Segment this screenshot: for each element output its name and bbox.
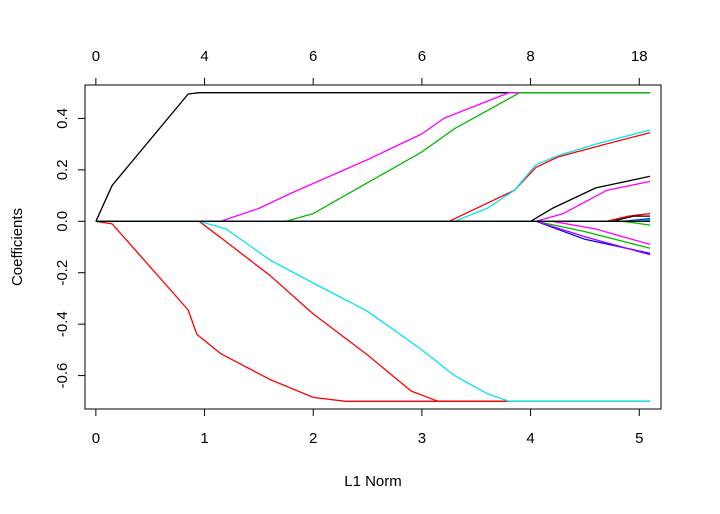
series-layer <box>95 92 651 402</box>
y-tick-label: 0.0 <box>54 211 71 232</box>
series-line-2 <box>95 92 651 222</box>
top-tick-label: 4 <box>200 48 208 65</box>
top-tick-label: 6 <box>418 48 426 65</box>
x-tick-label: 3 <box>418 430 426 447</box>
y-tick-label: -0.2 <box>54 260 71 286</box>
series-line-16 <box>95 215 651 222</box>
x-tick-label: 1 <box>200 430 208 447</box>
top-tick-label: 8 <box>526 48 534 65</box>
series-line-0 <box>95 92 651 222</box>
top-tick-label: 6 <box>309 48 317 65</box>
y-tick-label: 0.2 <box>54 159 71 180</box>
x-tick-label: 2 <box>309 430 317 447</box>
x-tick-label: 4 <box>526 430 534 447</box>
x-axis-title: L1 Norm <box>344 473 402 490</box>
axis-layer: 0 1 2 3 4 5 0 4 6 6 8 18 -0.6 -0.4 -0.2 0.0 0.2 0.4 <box>54 48 648 447</box>
series-line-5 <box>95 220 651 402</box>
series-line-10 <box>95 220 651 249</box>
plot-frame <box>84 84 662 410</box>
top-tick-label: 18 <box>631 48 648 65</box>
top-tick-label: 0 <box>92 48 100 65</box>
y-tick-label: -0.4 <box>54 311 71 337</box>
series-line-12 <box>95 220 651 256</box>
series-line-3 <box>95 92 651 222</box>
y-tick-label: 0.4 <box>54 108 71 129</box>
series-line-15 <box>95 212 651 222</box>
series-line-1 <box>95 220 651 402</box>
series-line-4 <box>95 220 651 402</box>
x-tick-label: 0 <box>92 430 100 447</box>
x-tick-label: 5 <box>635 430 643 447</box>
series-line-7 <box>95 129 651 222</box>
y-tick-label: -0.6 <box>54 363 71 389</box>
series-line-11 <box>95 220 651 255</box>
y-axis-title: Coefficients <box>9 208 26 286</box>
series-line-6 <box>95 131 651 222</box>
series-line-8 <box>95 175 651 222</box>
